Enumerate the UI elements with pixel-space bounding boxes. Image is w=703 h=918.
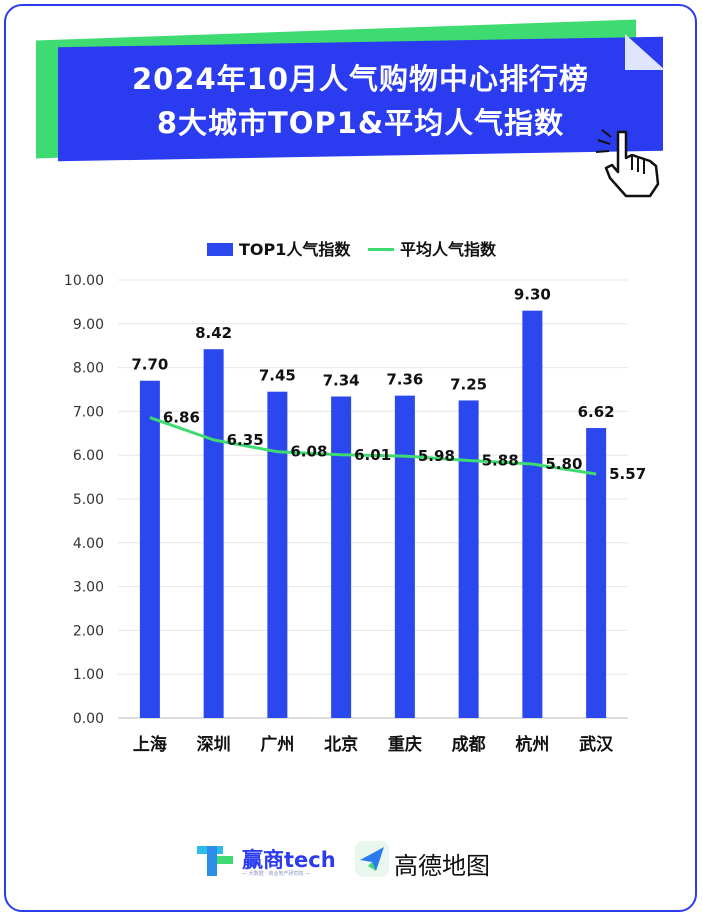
legend-swatch-bar [207,243,233,256]
bar-value-label: 6.62 [578,403,615,421]
x-tick-label: 杭州 [515,734,549,755]
x-tick-label: 上海 [133,734,167,755]
logo1-tagline: — 大数据 · 商业地产研究院 — [242,871,310,877]
y-tick-label: 4.00 [73,536,104,552]
y-tick-label: 7.00 [73,404,104,420]
bar [139,380,160,718]
hand-pointer-icon [596,129,660,198]
line-value-label: 5.98 [418,447,455,465]
yingshang-logo: 赢商tech — 大数据 · 商业地产研究院 — [195,840,336,880]
y-tick-label: 8.00 [73,361,104,377]
y-tick-label: 6.00 [73,448,104,464]
bar [267,391,288,718]
y-tick-label: 1.00 [73,667,104,683]
x-tick-label: 成都 [452,734,486,755]
bar [394,395,415,718]
x-tick-label: 北京 [324,734,358,755]
amap-logo: 高德地图 [354,840,514,880]
amap-logo-icon [355,841,389,877]
bar-value-label: 7.34 [323,372,360,390]
bar [458,400,479,718]
x-tick-label: 深圳 [197,734,231,755]
y-tick-label: 10.00 [64,273,104,289]
line-value-label: 6.08 [290,443,327,461]
y-tick-label: 5.00 [73,492,104,508]
legend-label-top1: TOP1人气指数 [239,240,351,259]
x-tick-label: 武汉 [579,734,614,755]
y-tick-label: 3.00 [73,580,104,596]
legend-label-average: 平均人气指数 [399,240,496,259]
legend-item-top1: TOP1人气指数 [207,236,350,260]
chart-canvas: 0.00 1.00 2.00 3.00 4.00 5.00 6.00 7.00 8.00 9.00… [64,273,646,755]
page-title: 2024年10月人气购物中心排行榜 [131,62,590,96]
line-value-label: 6.35 [227,431,264,449]
footer-logos: 赢商tech — 大数据 · 商业地产研究院 — 高德地图 [0,836,703,882]
bar-value-label: 7.36 [386,371,423,389]
bar [331,396,352,718]
bar [522,310,543,718]
line-series-average [149,416,597,476]
logo2-name: 高德地图 [394,852,490,880]
line-value-label: 6.86 [163,409,200,427]
bar-value-label: 7.45 [259,367,296,385]
bar-value-label: 9.30 [514,286,551,304]
line-value-label: 6.01 [354,446,391,464]
legend-swatch-line [367,248,394,251]
bar [586,428,607,718]
banner-fold [625,34,665,70]
legend-item-average: 平均人气指数 [367,236,496,260]
x-tick-label: 广州 [260,734,294,755]
line-value-label: 5.57 [609,465,646,483]
y-tick-label: 9.00 [73,317,104,333]
x-tick-label: 重庆 [388,734,422,755]
line-value-label: 5.88 [482,451,519,469]
bar-value-label: 7.70 [131,356,168,374]
logo1-name: 赢商tech [242,848,336,872]
line-value-label: 5.80 [545,455,582,473]
yingshang-logo-icon [197,846,233,876]
bar [203,349,224,718]
bar-value-label: 7.25 [450,375,487,393]
chart-legend: TOP1人气指数 平均人气指数 [0,236,703,260]
y-tick-label: 0.00 [73,711,104,727]
page-subtitle: 8大城市TOP1&平均人气指数 [156,106,565,140]
y-tick-label: 2.00 [73,623,104,639]
bar-value-label: 8.42 [195,324,232,342]
